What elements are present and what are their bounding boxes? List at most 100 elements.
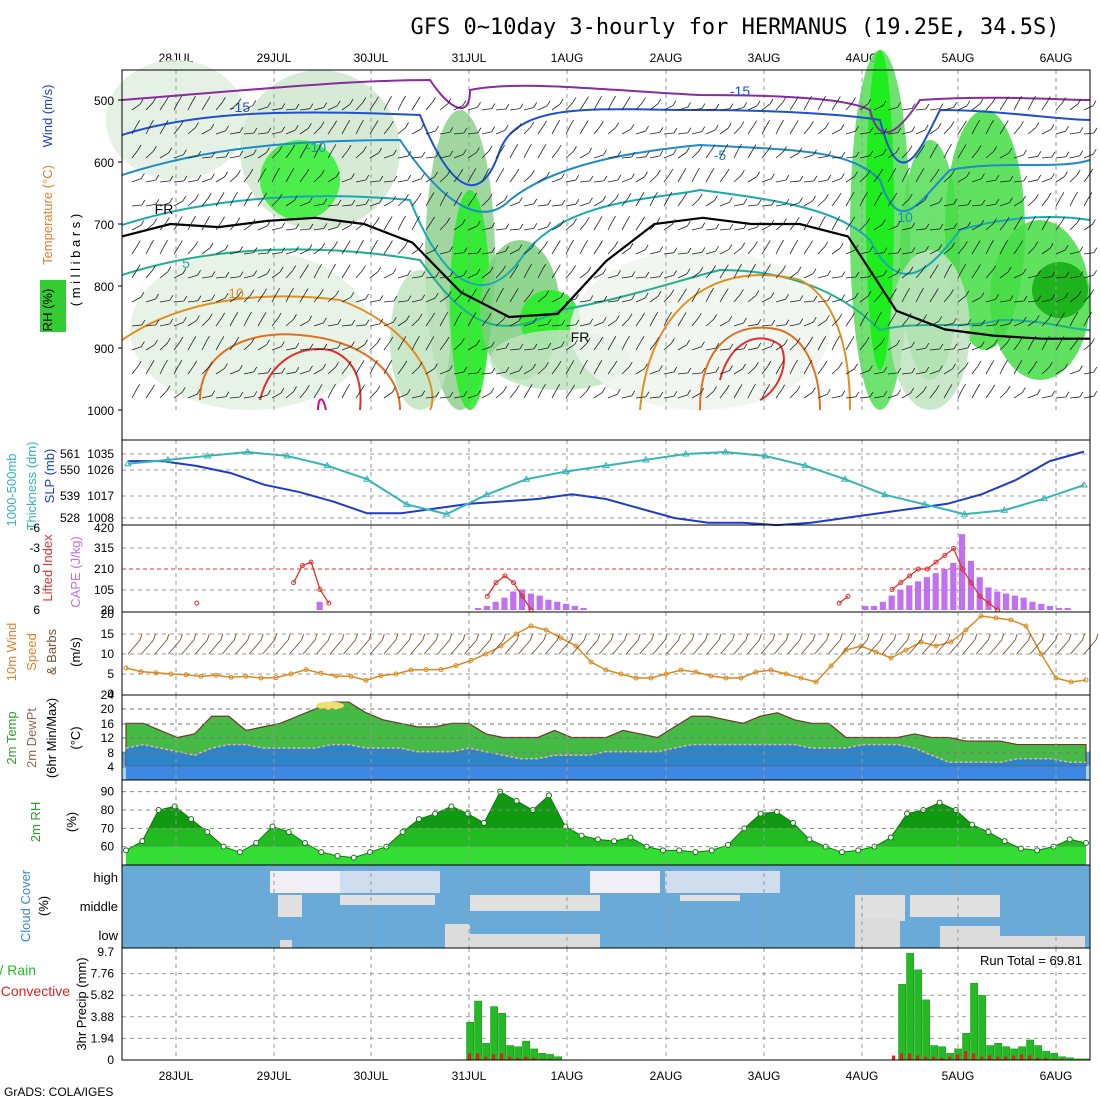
wind-barb bbox=[159, 180, 170, 183]
wind-barb-flag bbox=[346, 119, 351, 126]
thickness-point bbox=[283, 451, 292, 459]
contour-label: -15 bbox=[730, 83, 750, 99]
wind-barb bbox=[957, 268, 964, 279]
wind-barb-flag bbox=[375, 96, 379, 102]
wind-barb bbox=[607, 100, 613, 111]
wind-barb bbox=[747, 204, 758, 207]
wind-barb-flag bbox=[967, 342, 972, 349]
wind-barb bbox=[775, 179, 786, 183]
wind-barb bbox=[915, 292, 921, 303]
wind-barb-flag bbox=[304, 144, 309, 150]
wind-barb-flag bbox=[920, 633, 924, 641]
precip-convective-bar bbox=[1020, 1054, 1024, 1060]
wind-barb bbox=[523, 126, 532, 135]
wind-barb bbox=[719, 320, 729, 327]
thickness-point bbox=[841, 475, 849, 482]
li-point bbox=[898, 580, 904, 586]
wind-barb bbox=[453, 316, 459, 327]
wind-barb bbox=[691, 150, 700, 159]
wind-barb-flag bbox=[152, 265, 156, 271]
wind-barb-flag bbox=[407, 150, 412, 157]
wind-barb bbox=[285, 347, 296, 351]
wind-barb-flag bbox=[458, 192, 463, 198]
wind-barb-flag bbox=[630, 124, 635, 130]
wind-barb-flag bbox=[547, 319, 552, 325]
top-date-label: 3AUG bbox=[748, 51, 781, 65]
wind-barb bbox=[1029, 639, 1043, 655]
wind-barb-flag bbox=[374, 120, 379, 126]
wind-barb-flag bbox=[1064, 244, 1069, 251]
wind-barb-flag bbox=[966, 171, 970, 178]
wind-barb bbox=[831, 197, 839, 207]
wind-barb-flag bbox=[771, 173, 775, 179]
wind-barb-flag bbox=[347, 360, 352, 367]
wind-barb-flag bbox=[836, 335, 840, 342]
wind-barb-flag bbox=[715, 103, 720, 110]
wind-barb bbox=[999, 300, 1010, 303]
wind-barb bbox=[215, 130, 226, 135]
wind-barb-flag bbox=[518, 197, 523, 203]
wind-barb-flag bbox=[197, 174, 202, 181]
wind-barb-flag bbox=[812, 316, 817, 323]
wind-barb-flag bbox=[365, 199, 370, 205]
wind-barb-flag bbox=[252, 149, 257, 155]
wind-barb bbox=[229, 103, 239, 111]
wind-barb bbox=[1055, 297, 1066, 303]
wind-barb-flag bbox=[449, 633, 453, 641]
wind-barb bbox=[999, 180, 1010, 183]
cloud-mid-block bbox=[278, 895, 302, 917]
wind-speed-point bbox=[678, 667, 684, 673]
wind-barb-flag bbox=[659, 365, 663, 371]
wind-barb bbox=[705, 228, 716, 231]
rh-point bbox=[1066, 836, 1073, 843]
wind-barb-flag bbox=[166, 217, 170, 223]
wind-barb-flag bbox=[518, 244, 523, 250]
wind-barb-flag bbox=[783, 218, 787, 224]
wind-barb bbox=[299, 370, 310, 375]
cape-tick-label: 420 bbox=[94, 521, 114, 535]
wind-barb bbox=[271, 271, 281, 279]
wind-barb bbox=[1043, 639, 1056, 655]
cape-bar bbox=[906, 585, 913, 610]
wind-barb-flag bbox=[715, 223, 720, 229]
wind-barb-flag bbox=[767, 360, 772, 367]
wind-barb-flag bbox=[881, 219, 886, 225]
wind-barb bbox=[666, 639, 679, 655]
wind-barb bbox=[1027, 127, 1037, 135]
thickness-point bbox=[761, 451, 770, 459]
wind-barb bbox=[383, 221, 390, 231]
wind-barb bbox=[453, 371, 464, 375]
wind-barb bbox=[887, 152, 897, 159]
wind-speed-point bbox=[258, 675, 264, 681]
wind-barb bbox=[761, 178, 772, 183]
wind-barb-flag bbox=[305, 168, 310, 175]
wind-barb bbox=[841, 639, 854, 655]
wind-barb-flag bbox=[379, 295, 384, 301]
wind-barb bbox=[329, 639, 343, 655]
wind-barb-flag bbox=[519, 223, 524, 230]
wind-barb-flag bbox=[421, 173, 425, 179]
wind-barb bbox=[481, 271, 491, 279]
wind-barb-flag bbox=[671, 219, 676, 225]
wind-barb bbox=[257, 225, 268, 231]
wind-barb-flag bbox=[599, 240, 603, 246]
wind-barb-flag bbox=[939, 103, 944, 109]
wind-barb-flag bbox=[644, 292, 649, 299]
wind-barb-flag bbox=[869, 365, 873, 371]
wind-barb bbox=[271, 252, 282, 255]
wind-barb-flag bbox=[182, 268, 187, 274]
wind-barb bbox=[145, 365, 152, 375]
wind-barb bbox=[1069, 222, 1078, 231]
wind-barb-flag bbox=[603, 295, 608, 302]
rh-shade bbox=[1032, 262, 1088, 318]
wind-barb-flag bbox=[545, 362, 549, 368]
wind-barb-flag bbox=[756, 171, 760, 178]
wind-barb-flag bbox=[488, 193, 493, 200]
wind-barb-flag bbox=[921, 144, 926, 150]
wind-barb bbox=[859, 251, 870, 255]
wind-barb bbox=[949, 639, 962, 655]
wind-barb bbox=[607, 127, 616, 135]
wind-barb bbox=[733, 368, 743, 375]
wind-barb-flag bbox=[642, 97, 646, 103]
